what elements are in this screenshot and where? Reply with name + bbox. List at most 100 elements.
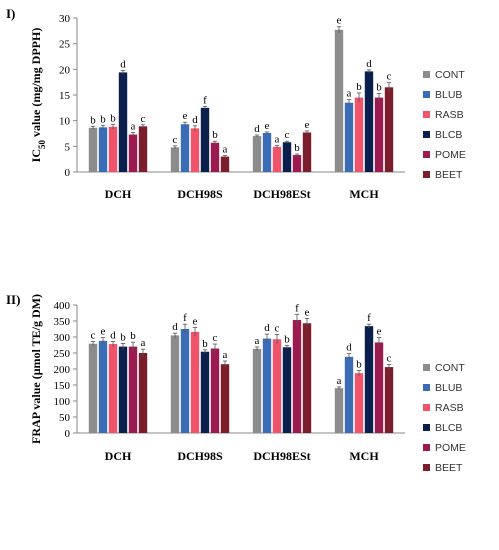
category-label: DCH98S: [177, 449, 223, 463]
significance-letter: e: [101, 326, 106, 338]
bar-blcb: [364, 71, 374, 172]
bar-blub: [344, 356, 354, 433]
y-tick-label: 150: [54, 380, 71, 392]
significance-letter: b: [110, 112, 116, 124]
significance-letter: b: [376, 81, 382, 93]
bar-pome: [292, 155, 302, 172]
y-axis-label: FRAP value (μmol TE/g DM): [29, 294, 43, 444]
y-tick-label: 0: [65, 167, 71, 179]
bar-rasb: [354, 373, 364, 433]
y-tick-label: 350: [54, 316, 71, 328]
significance-letter: b: [120, 331, 126, 343]
legend-swatch-cont: [423, 71, 430, 78]
bar-blcb: [118, 346, 128, 433]
significance-letter: b: [294, 142, 300, 154]
bar-blub: [98, 340, 108, 433]
bar-blub: [262, 132, 272, 172]
significance-letter: c: [387, 71, 392, 83]
significance-letter: d: [254, 123, 260, 135]
bar-cont: [252, 136, 262, 172]
bar-blcb: [282, 347, 292, 433]
legend-swatch-pome: [423, 444, 430, 451]
significance-letter: c: [285, 129, 290, 141]
significance-letter: a: [275, 133, 280, 145]
category-label: DCH98ESt: [253, 187, 310, 201]
bar-beet: [302, 323, 312, 433]
legend-swatch-rasb: [423, 111, 430, 118]
bar-cont: [88, 343, 98, 433]
significance-letter: b: [356, 81, 362, 93]
significance-letter: a: [347, 88, 352, 100]
bar-rasb: [354, 97, 364, 172]
y-axis-label: IC50 value (mg/mg DPPH): [29, 28, 47, 163]
legend-entry: RASB: [435, 109, 464, 121]
bar-blcb: [200, 107, 210, 172]
bar-pome: [128, 134, 138, 172]
category-label: DCH98ESt: [253, 449, 310, 463]
y-tick-label: 5: [65, 141, 71, 153]
chart-panel-2: II) 0 50 100 150 200 250 300 350 400 FRAP value (μ…: [6, 292, 466, 474]
legend-swatch-cont: [423, 364, 430, 371]
significance-letter: c: [387, 353, 392, 365]
bar-cont: [334, 388, 344, 433]
bar-beet: [138, 126, 148, 172]
significance-letter: e: [183, 110, 188, 122]
y-tick-label: 200: [54, 364, 71, 376]
significance-letter: b: [90, 114, 96, 126]
legend-swatch-blub: [423, 91, 430, 98]
significance-letter: d: [264, 322, 270, 334]
significance-letter: b: [284, 333, 290, 345]
y-tick-label: 250: [54, 348, 71, 360]
bar-blub: [180, 124, 190, 172]
legend-entry: BLCB: [435, 129, 462, 141]
significance-letter: d: [192, 114, 198, 126]
y-tick-label: 50: [59, 412, 71, 424]
bar-beet: [302, 132, 312, 172]
y-tick-label: 25: [59, 39, 71, 51]
bar-blub: [262, 338, 272, 433]
category-label: DCH: [105, 187, 132, 201]
significance-letter: d: [110, 329, 116, 341]
bar-cont: [334, 29, 344, 172]
significance-letter: b: [130, 330, 136, 342]
bar-blub: [344, 102, 354, 172]
y-tick-label: 0: [65, 428, 71, 440]
significance-letter: c: [173, 134, 178, 146]
significance-letter: a: [141, 337, 146, 349]
significance-letter: b: [356, 359, 362, 371]
y-tick-label: 100: [54, 396, 71, 408]
bar-cont: [252, 348, 262, 433]
category-label: DCH: [105, 449, 132, 463]
bar-rasb: [190, 331, 200, 433]
legend-entry: BLCB: [435, 422, 462, 434]
significance-letter: f: [295, 302, 299, 314]
bar-rasb: [272, 339, 282, 433]
significance-letter: f: [203, 94, 207, 106]
significance-letter: e: [265, 120, 270, 132]
legend-entry: BEET: [435, 462, 463, 474]
y-tick-label: 300: [54, 332, 71, 344]
bar-pome: [210, 142, 220, 172]
bar-cont: [170, 147, 180, 172]
significance-letter: a: [131, 120, 136, 132]
legend-entry: CONT: [435, 362, 465, 374]
significance-letter: e: [305, 306, 310, 318]
legend-entry: POME: [435, 442, 466, 454]
legend-entry: BLUB: [435, 89, 462, 101]
bar-blcb: [200, 351, 210, 433]
bar-cont: [170, 335, 180, 433]
significance-letter: a: [223, 144, 228, 156]
significance-letter: d: [346, 342, 352, 354]
significance-letter: c: [275, 322, 280, 334]
legend-entry: BLUB: [435, 382, 462, 394]
legend-swatch-blub: [423, 384, 430, 391]
bar-beet: [384, 367, 394, 433]
significance-letter: e: [193, 315, 198, 327]
bar-rasb: [190, 128, 200, 172]
legend-swatch-pome: [423, 151, 430, 158]
legend-entry: BEET: [435, 169, 463, 181]
significance-letter: b: [212, 129, 218, 141]
significance-letter: c: [141, 113, 146, 125]
y-tick-label: 30: [59, 13, 71, 25]
